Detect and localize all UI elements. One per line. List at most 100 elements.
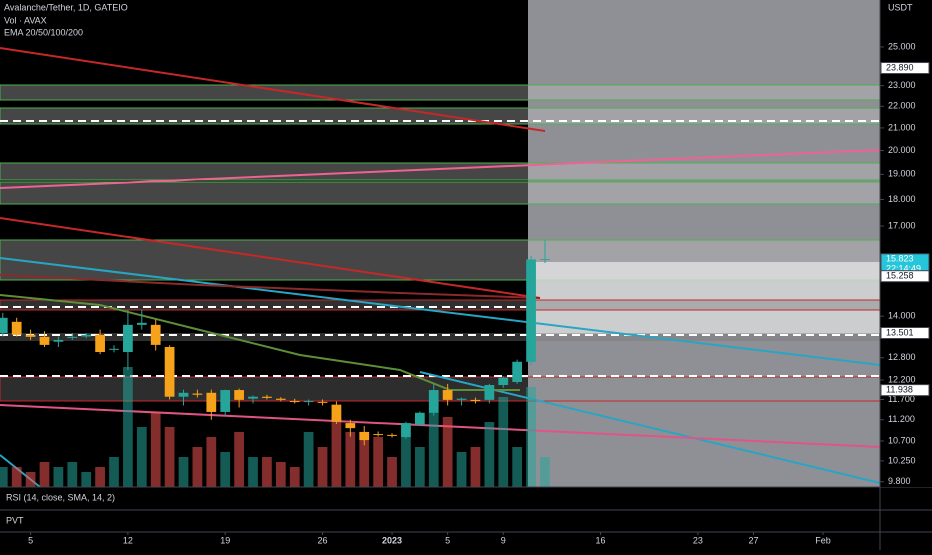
candle-body <box>526 259 536 362</box>
candle-body <box>512 361 523 382</box>
volume-bar <box>373 437 384 487</box>
volume-bar <box>401 437 411 487</box>
volume-bar <box>289 467 300 487</box>
trendline <box>0 149 881 189</box>
candle-body <box>123 324 133 352</box>
y-tick-label: 12.800 <box>888 352 916 362</box>
x-tick-label: 26 <box>318 535 328 545</box>
x-tick-label: 12 <box>123 535 133 545</box>
volume-bar <box>303 432 314 487</box>
candle-body <box>275 398 286 400</box>
price-label: 23.890 <box>886 62 914 72</box>
lower-panes <box>0 487 932 550</box>
x-tick-label: 19 <box>220 535 230 545</box>
x-tick-label: 5 <box>445 535 450 545</box>
volume-bar <box>428 412 439 487</box>
volume-bar <box>456 452 467 487</box>
price-label: 15.823 <box>886 254 914 264</box>
candle-body <box>373 434 384 436</box>
price-label: 15.258 <box>886 271 914 281</box>
future-region <box>528 0 880 487</box>
y-tick-label: 10.700 <box>888 435 916 445</box>
volume-bar <box>262 457 272 487</box>
y-tick-label: 19.000 <box>888 169 916 179</box>
trendline <box>0 257 881 366</box>
volume-bar <box>331 417 342 487</box>
pvt-label: PVT <box>6 515 24 525</box>
y-tick-label: 12.200 <box>888 374 916 384</box>
candle-body <box>220 390 231 412</box>
volume-bar <box>150 412 161 487</box>
volume-bar <box>136 427 147 487</box>
y-tick-label: 11.200 <box>888 414 915 424</box>
x-tick-label: 27 <box>748 535 758 545</box>
volume-bar <box>11 467 22 487</box>
y-tick-label: 9.800 <box>888 476 911 486</box>
price-axis <box>880 0 932 487</box>
volume-bar <box>484 422 495 487</box>
candle-body <box>387 434 397 436</box>
volume-bar <box>178 457 189 487</box>
volume-bar <box>95 467 105 487</box>
volume-legend: Vol · AVAX <box>4 15 47 25</box>
volume-bar <box>206 437 217 487</box>
price-label-box <box>880 327 930 340</box>
volume-bar <box>414 447 425 487</box>
candle-body <box>484 385 495 400</box>
candle-body <box>164 347 175 397</box>
candle-body <box>470 399 481 402</box>
trendline <box>0 404 881 448</box>
candle-body <box>39 336 50 345</box>
candle-body <box>540 259 550 261</box>
volume-bar <box>275 462 286 487</box>
y-tick-label: 22.000 <box>888 101 916 111</box>
volume-bar <box>53 467 64 487</box>
candle-body <box>331 404 342 422</box>
trendline <box>0 217 541 299</box>
candle-body <box>345 423 356 429</box>
y-tick-label: 11.700 <box>888 394 915 404</box>
y-tick-label: 23.000 <box>888 80 916 90</box>
price-label: 11.938 <box>886 385 913 395</box>
y-tick-label: 14.000 <box>888 311 916 321</box>
candle-body <box>234 390 244 400</box>
candle-body <box>289 401 300 403</box>
dashed-levels <box>0 120 880 377</box>
candle-body <box>248 396 258 399</box>
candle-body <box>206 392 217 412</box>
volume-bar <box>248 457 258 487</box>
volume-bar <box>526 387 536 487</box>
zone <box>0 162 881 181</box>
volume-bar <box>387 457 397 487</box>
candle-body <box>53 339 64 342</box>
volume-bar <box>81 472 92 487</box>
volume-bar <box>192 447 203 487</box>
y-tick-label: 21.000 <box>888 122 916 132</box>
zone <box>0 333 880 341</box>
zone <box>0 84 881 101</box>
ema-line <box>0 274 541 299</box>
candle-body <box>0 317 8 334</box>
axis-layer: 25.000 23.000 22.000 21.000 20.000 19.000 18.0… <box>28 41 930 545</box>
candle-body <box>25 334 36 337</box>
candle-body <box>150 324 161 345</box>
zone <box>528 262 880 334</box>
volume-bar <box>470 447 481 487</box>
x-tick-label: 5 <box>28 535 33 545</box>
volume-bar <box>540 457 550 487</box>
candle-body <box>428 390 439 413</box>
volume-bar <box>123 367 133 487</box>
currency-label: USDT <box>888 2 913 12</box>
x-tick-label: 16 <box>596 535 606 545</box>
price-label-box <box>880 62 930 75</box>
trendline <box>0 47 546 132</box>
ema-line <box>0 294 520 391</box>
volume-bar <box>498 397 509 487</box>
countdown: 22:14:49 <box>886 264 921 274</box>
volume-bar <box>512 447 523 487</box>
marks <box>0 239 550 487</box>
x-tick-label: 23 <box>693 535 703 545</box>
y-tick-label: 10.250 <box>888 455 916 465</box>
rsi-label: RSI (14, close, SMA, 14, 2) <box>6 492 115 502</box>
candle-body <box>303 401 314 403</box>
